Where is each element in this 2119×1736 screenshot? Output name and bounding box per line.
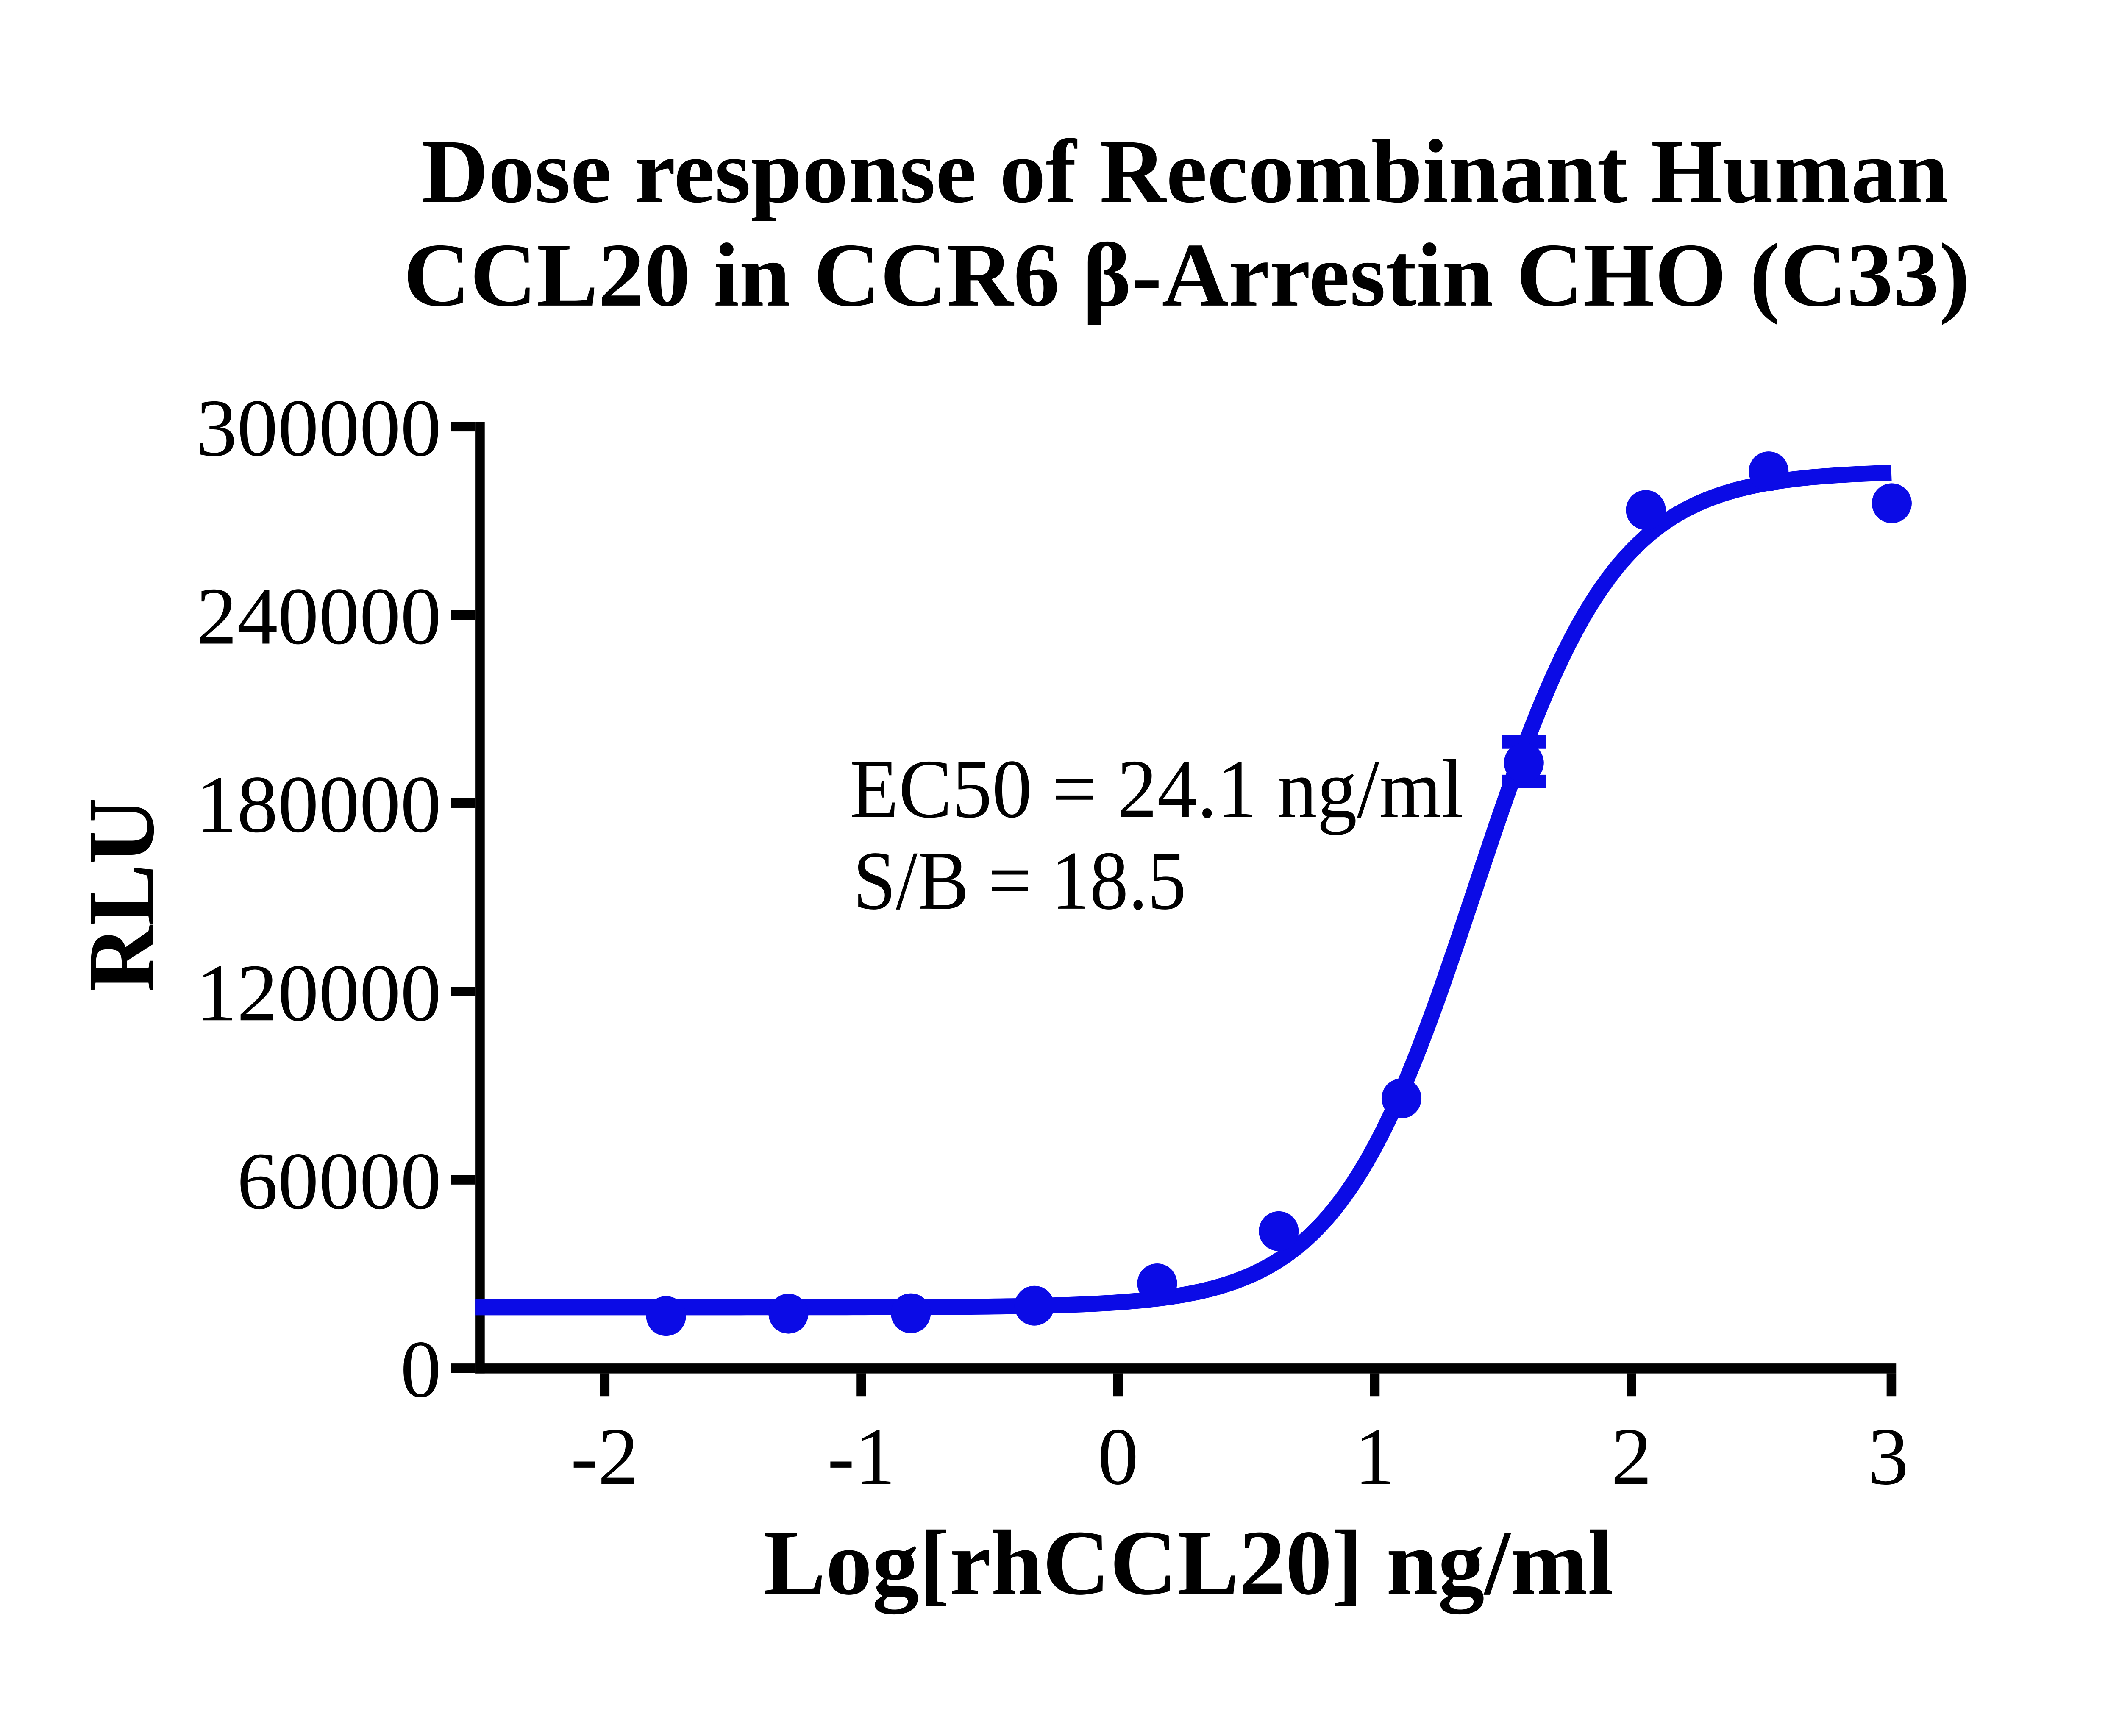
svg-text:CCL20 in CCR6 β-Arrestin CHO (: CCL20 in CCR6 β-Arrestin CHO (C33) <box>403 225 1970 326</box>
svg-text:3: 3 <box>1868 1411 1908 1502</box>
svg-text:60000: 60000 <box>237 1135 441 1226</box>
svg-text:180000: 180000 <box>196 759 441 849</box>
svg-text:EC50 = 24.1 ng/ml: EC50 = 24.1 ng/ml <box>850 743 1463 835</box>
svg-text:0: 0 <box>400 1324 441 1414</box>
svg-text:Dose response of Recombinant H: Dose response of Recombinant Human <box>422 121 1948 222</box>
svg-text:240000: 240000 <box>196 570 441 661</box>
svg-text:1: 1 <box>1354 1411 1395 1502</box>
svg-text:-1: -1 <box>827 1411 895 1502</box>
svg-text:2: 2 <box>1611 1411 1652 1502</box>
svg-text:-2: -2 <box>571 1411 639 1502</box>
svg-text:Log[rhCCL20] ng/ml: Log[rhCCL20] ng/ml <box>764 1512 1613 1614</box>
svg-text:300000: 300000 <box>196 383 441 473</box>
svg-text:RLU: RLU <box>69 798 174 992</box>
svg-text:S/B = 18.5: S/B = 18.5 <box>853 834 1186 927</box>
svg-text:120000: 120000 <box>196 947 441 1038</box>
svg-text:0: 0 <box>1098 1411 1138 1502</box>
